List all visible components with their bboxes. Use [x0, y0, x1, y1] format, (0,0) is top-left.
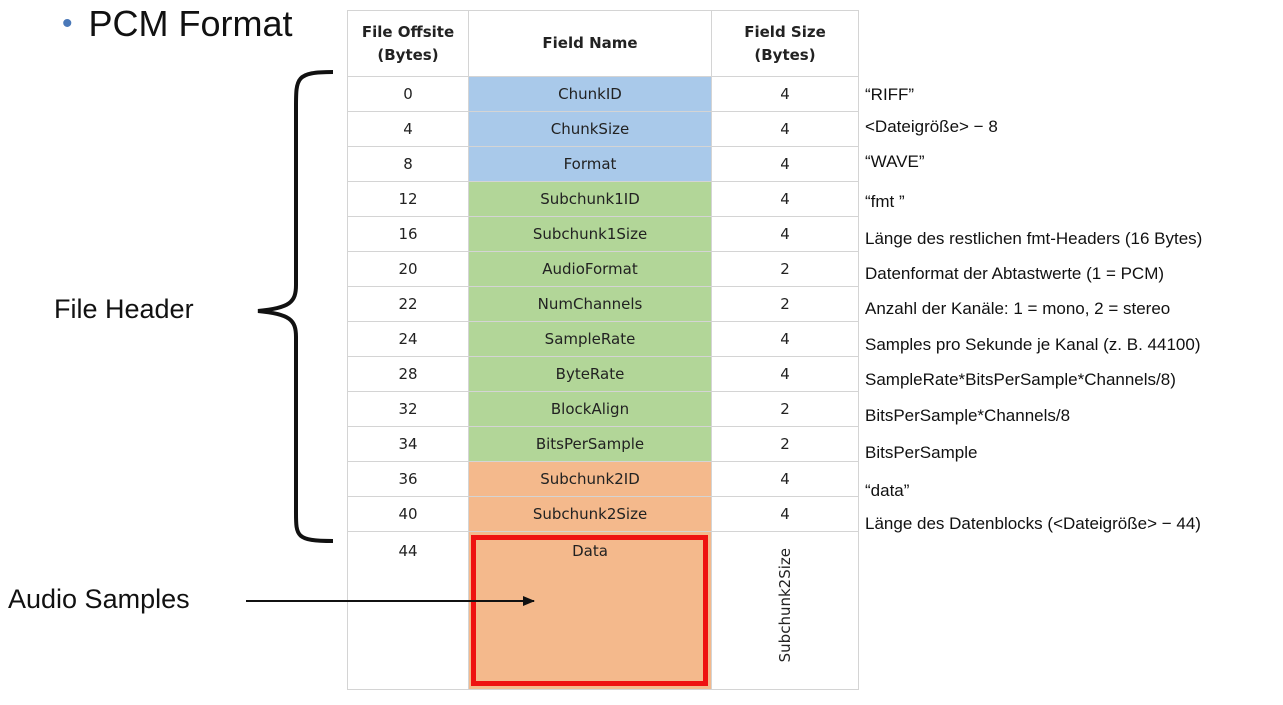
desc-3: “fmt ”: [865, 192, 905, 211]
row-offset: 34: [347, 426, 469, 462]
row-offset: 16: [347, 216, 469, 252]
row-offset: 40: [347, 496, 469, 532]
desc-9: BitsPerSample*Channels/8: [865, 406, 1071, 425]
row-offset: 36: [347, 461, 469, 497]
row-size: 4: [711, 181, 859, 217]
desc-11: “data”: [865, 481, 910, 500]
row-name: BitsPerSample: [468, 426, 712, 462]
table-row: 0 ChunkID 4: [347, 76, 859, 112]
row-name: Subchunk2Size: [468, 496, 712, 532]
row-name: Subchunk2ID: [468, 461, 712, 497]
row-size: 4: [711, 496, 859, 532]
table-row: 34 BitsPerSample 2: [347, 426, 859, 462]
desc-5: Datenformat der Abtastwerte (1 = PCM): [865, 264, 1165, 283]
data-row: 44 Data Subchunk2Size: [347, 531, 859, 690]
row-size: 4: [711, 356, 859, 392]
bullet-dot-icon: •: [62, 7, 73, 40]
row-name: Subchunk1Size: [468, 216, 712, 252]
desc-6: Anzahl der Kanäle: 1 = mono, 2 = stereo: [865, 299, 1171, 318]
wav-header-table: File Offsite (Bytes) Field Name Field Si…: [347, 10, 859, 690]
header-size: Field Size (Bytes): [711, 10, 859, 77]
data-size: Subchunk2Size: [711, 531, 859, 690]
table-row: 22 NumChannels 2: [347, 286, 859, 322]
table-row: 28 ByteRate 4: [347, 356, 859, 392]
row-size: 4: [711, 76, 859, 112]
desc-10: BitsPerSample: [865, 443, 978, 462]
table-row: 8 Format 4: [347, 146, 859, 182]
row-name: NumChannels: [468, 286, 712, 322]
row-name: ByteRate: [468, 356, 712, 392]
bullet-title: • PCM Format: [62, 4, 293, 44]
data-name: Data: [572, 542, 608, 560]
table-row: 4 ChunkSize 4: [347, 111, 859, 147]
table-row: 24 SampleRate 4: [347, 321, 859, 357]
row-size: 2: [711, 286, 859, 322]
file-header-label: File Header: [54, 294, 194, 324]
data-highlight-frame: [471, 535, 708, 686]
row-offset: 4: [347, 111, 469, 147]
desc-12: Länge des Datenblocks (<Dateigröße> − 44…: [865, 514, 1201, 533]
table-row: 36 Subchunk2ID 4: [347, 461, 859, 497]
row-size: 2: [711, 391, 859, 427]
table-row: 12 Subchunk1ID 4: [347, 181, 859, 217]
row-offset: 22: [347, 286, 469, 322]
desc-8: SampleRate*BitsPerSample*Channels/8): [865, 370, 1176, 389]
row-name: Subchunk1ID: [468, 181, 712, 217]
desc-2: “WAVE”: [865, 152, 925, 171]
row-name: Format: [468, 146, 712, 182]
audio-samples-label: Audio Samples: [8, 584, 190, 614]
row-size: 4: [711, 461, 859, 497]
row-name: ChunkSize: [468, 111, 712, 147]
desc-0: “RIFF”: [865, 85, 915, 104]
file-header-brace-icon: [257, 70, 334, 543]
desc-7: Samples pro Sekunde je Kanal (z. B. 4410…: [865, 335, 1201, 354]
desc-1: <Dateigröße> − 8: [865, 117, 998, 136]
row-offset: 0: [347, 76, 469, 112]
table-row: 16 Subchunk1Size 4: [347, 216, 859, 252]
desc-4: Länge des restlichen fmt-Headers (16 Byt…: [865, 229, 1203, 248]
table-row: 40 Subchunk2Size 4: [347, 496, 859, 532]
bullet-title-text: PCM Format: [88, 3, 293, 44]
row-name: AudioFormat: [468, 251, 712, 287]
data-cell: Data: [468, 531, 712, 690]
table-header-row: File Offsite (Bytes) Field Name Field Si…: [347, 10, 859, 77]
row-offset: 28: [347, 356, 469, 392]
row-size: 4: [711, 111, 859, 147]
data-offset: 44: [347, 531, 469, 690]
